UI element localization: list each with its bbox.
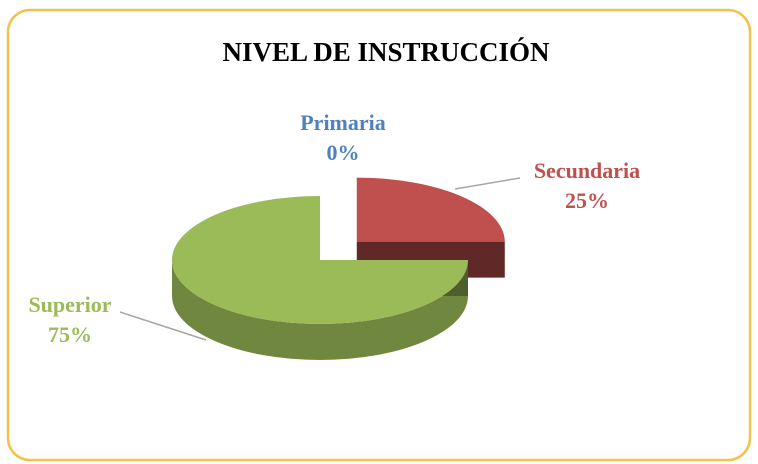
pie — [172, 177, 505, 360]
leader-line — [454, 177, 521, 190]
pie-slice — [172, 196, 468, 360]
slice-label: Superior — [28, 292, 111, 317]
slice-value-label: 0% — [327, 140, 360, 165]
slice-label: Secundaria — [534, 158, 640, 183]
slice-value-label: 25% — [565, 188, 609, 213]
slice-top — [356, 177, 505, 242]
chart-title: NIVEL DE INSTRUCCIÓN — [222, 37, 550, 67]
slice-top — [172, 196, 468, 324]
slice-label: Primaria — [300, 110, 386, 135]
slice-value-label: 75% — [48, 322, 92, 347]
slice-side — [172, 260, 468, 360]
leader-line — [119, 311, 207, 341]
